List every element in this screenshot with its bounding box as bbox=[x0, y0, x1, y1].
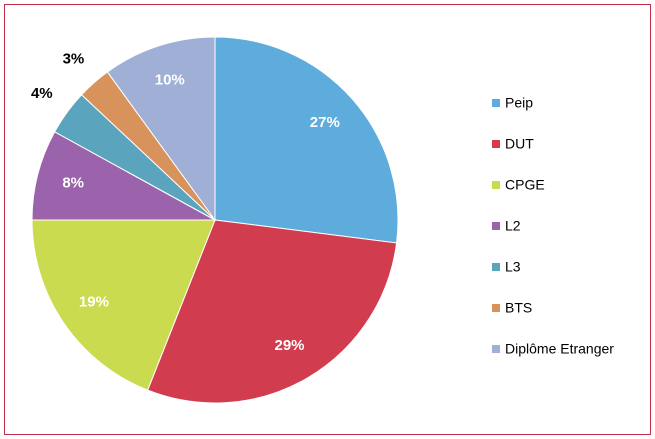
pie-slice bbox=[214, 36, 399, 244]
data-label: 8% bbox=[62, 175, 84, 192]
legend-swatch bbox=[492, 263, 500, 271]
data-label: 3% bbox=[63, 50, 85, 67]
legend-swatch bbox=[492, 345, 500, 353]
legend-swatch bbox=[492, 140, 500, 148]
legend-label: L2 bbox=[505, 218, 521, 234]
legend-swatch bbox=[492, 99, 500, 107]
legend-label: Diplôme Etranger bbox=[505, 341, 614, 357]
legend-label: DUT bbox=[505, 136, 534, 152]
legend-label: Peip bbox=[505, 95, 533, 111]
data-label: 4% bbox=[31, 85, 53, 102]
legend-label: CPGE bbox=[505, 177, 545, 193]
data-label: 29% bbox=[275, 337, 305, 354]
pie-slice bbox=[31, 131, 216, 221]
pie-slice bbox=[31, 219, 216, 391]
legend-label: BTS bbox=[505, 300, 532, 316]
legend-swatch bbox=[492, 304, 500, 312]
pie-slice bbox=[146, 219, 398, 404]
pie-slice bbox=[106, 36, 216, 222]
data-label: 10% bbox=[155, 72, 185, 89]
legend-label: L3 bbox=[505, 259, 521, 275]
data-label: 27% bbox=[310, 114, 340, 131]
legend-swatch bbox=[492, 181, 500, 189]
legend-swatch bbox=[492, 222, 500, 230]
data-label: 19% bbox=[79, 293, 109, 310]
